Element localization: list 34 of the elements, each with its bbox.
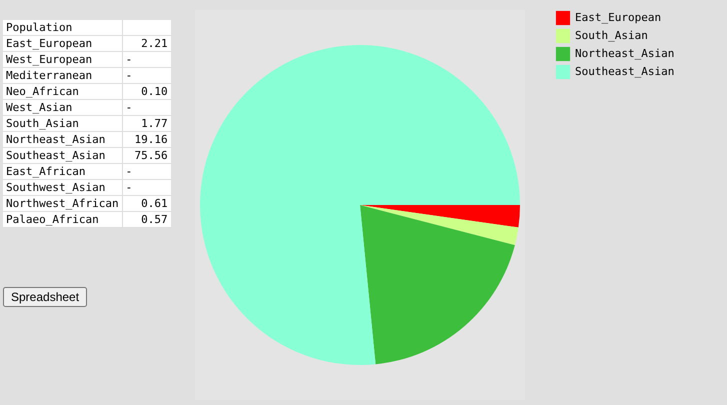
- text: East_African: [3, 164, 122, 180]
- text: Population: [3, 20, 122, 36]
- text: Mediterranean: [3, 68, 122, 84]
- legend-label: Southeast_Asian: [575, 65, 674, 78]
- text: East_European: [3, 36, 122, 52]
- text: Palaeo_African: [3, 212, 122, 228]
- text: 75.56: [122, 148, 171, 164]
- text: 0.10: [122, 84, 171, 100]
- pie-slice: [360, 205, 518, 246]
- pie-slice: [360, 205, 520, 228]
- text: 19.16: [122, 132, 171, 148]
- text: -: [122, 68, 171, 84]
- text: West_European: [3, 52, 122, 68]
- button: Spreadsheet: [3, 287, 88, 307]
- text: Northeast_Asian: [3, 132, 122, 148]
- text: -: [122, 180, 171, 196]
- pie-slice: [360, 205, 515, 364]
- legend-label: South_Asian: [575, 29, 648, 42]
- text: -: [122, 100, 171, 116]
- text: 2.21: [122, 36, 171, 52]
- text: 0.61: [122, 196, 171, 212]
- text: 1.77: [122, 116, 171, 132]
- text: Southwest_Asian: [3, 180, 122, 196]
- text: 0.57: [122, 212, 171, 228]
- text: -: [122, 52, 171, 68]
- text: South_Asian: [3, 116, 122, 132]
- text: -: [122, 164, 171, 180]
- text: Neo_African: [3, 84, 122, 100]
- text: West_Asian: [3, 100, 122, 116]
- text: Northwest_African: [3, 196, 122, 212]
- text: Southeast_Asian: [3, 148, 122, 164]
- pie-slice: [200, 45, 520, 365]
- legend-label: Northeast_Asian: [575, 47, 674, 60]
- legend-label: East_European: [575, 11, 662, 24]
